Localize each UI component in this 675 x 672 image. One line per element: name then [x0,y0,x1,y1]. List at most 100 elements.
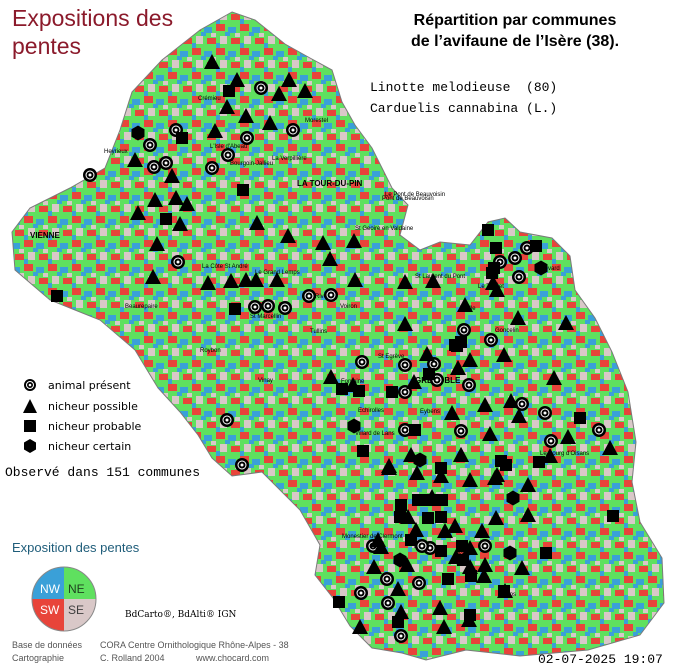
present-marker-ring [356,588,366,598]
present-marker-ring [400,387,410,397]
possible-marker [200,275,216,290]
present-marker-dot [403,390,407,394]
exposition-title: Exposition des pentes [12,540,140,555]
possible-marker [397,316,413,331]
present-marker-ring [288,125,298,135]
possible-marker [352,619,368,634]
present-marker-ring [263,301,273,311]
place-label: Echirolles [358,408,384,414]
probable-marker [451,340,463,352]
possible-marker [432,600,448,615]
present-marker-ring [149,162,159,172]
present-marker-dot [467,383,471,387]
possible-marker [346,233,362,248]
place-label: Monestier de Clermont [342,534,403,540]
se-label: SE [68,603,84,617]
present-marker-dot [360,360,364,364]
possible-marker [462,472,478,487]
present-marker-dot [253,305,257,309]
possible-marker [433,468,449,483]
possible-marker [164,168,180,183]
present-marker-ring [400,360,410,370]
possible-marker [399,557,415,572]
possible-marker [204,54,220,69]
probable-marker [423,368,435,380]
present-marker-ring [414,578,424,588]
present-marker-ring [280,303,290,313]
triangle-icon [23,399,37,413]
possible-marker [229,72,245,87]
certain-marker [131,125,145,141]
possible-marker [223,273,239,288]
probable-marker [51,290,63,302]
possible-marker [127,152,143,167]
probable-marker [482,224,494,236]
present-marker-dot [329,293,333,297]
present-marker-dot [399,634,403,638]
present-marker-dot [164,161,168,165]
place-label: Morestel [305,118,328,124]
se-quadrant [64,599,96,631]
possible-marker [172,216,188,231]
present-marker-ring [464,380,474,390]
present-marker-dot [435,378,439,382]
probable-marker [409,424,421,436]
possible-marker [280,228,296,243]
possible-marker [408,522,424,537]
place-label: St Marcellin [250,314,281,320]
place-label: Roybon [200,348,221,354]
present-marker-dot [88,173,92,177]
present-marker-dot [307,294,311,298]
present-marker-dot [245,136,249,140]
place-label: LA TOUR-DU-PIN [297,179,363,188]
square-icon [24,420,36,432]
possible-marker [503,393,519,408]
present-marker-dot [513,256,517,260]
possible-marker [450,360,466,375]
present-marker-dot [432,362,436,366]
present-marker-ring [546,436,556,446]
legend-label: nicheur probable [48,419,142,433]
possible-marker [347,272,363,287]
present-marker-dot [226,153,230,157]
department-shape [11,11,665,661]
page-title: Expositions des pentes [12,5,174,59]
present-marker-dot [403,363,407,367]
place-label: Eybens [420,409,440,415]
possible-marker [510,310,526,325]
footer-carto-value: C. Rolland 2004 [100,653,165,663]
observed-count: Observé dans 151 communes [5,465,201,480]
probable-marker [490,242,502,254]
sw-quadrant [32,599,64,631]
possible-marker [373,539,389,554]
place-label: St Laurent du Pont [415,274,465,280]
possible-marker [238,108,254,123]
ne-label: NE [68,582,85,596]
present-marker-ring [417,541,427,551]
present-marker-dot [597,428,601,432]
certain-marker [393,552,407,568]
probable-marker [488,262,500,274]
possible-marker [419,346,435,361]
certain-marker [534,260,548,276]
nw-label: NW [40,582,61,596]
present-marker-dot [385,577,389,581]
probable-marker [574,412,586,424]
probable-marker [464,609,476,621]
probable-marker [412,494,424,506]
possible-marker [560,429,576,444]
possible-marker [558,315,574,330]
probable-marker [530,240,542,252]
present-marker-dot [525,246,529,250]
probable-marker [229,303,241,315]
possible-marker [444,405,460,420]
place-label: Rives [315,294,330,300]
present-marker-ring [237,460,247,470]
probable-marker [394,511,406,523]
probable-marker [500,459,512,471]
possible-marker [477,557,493,572]
possible-marker [425,273,441,288]
present-marker-dot [417,581,421,585]
map-subtitle: Répartition par communes de l’avifaune d… [370,10,660,52]
present-marker-dot [549,439,553,443]
